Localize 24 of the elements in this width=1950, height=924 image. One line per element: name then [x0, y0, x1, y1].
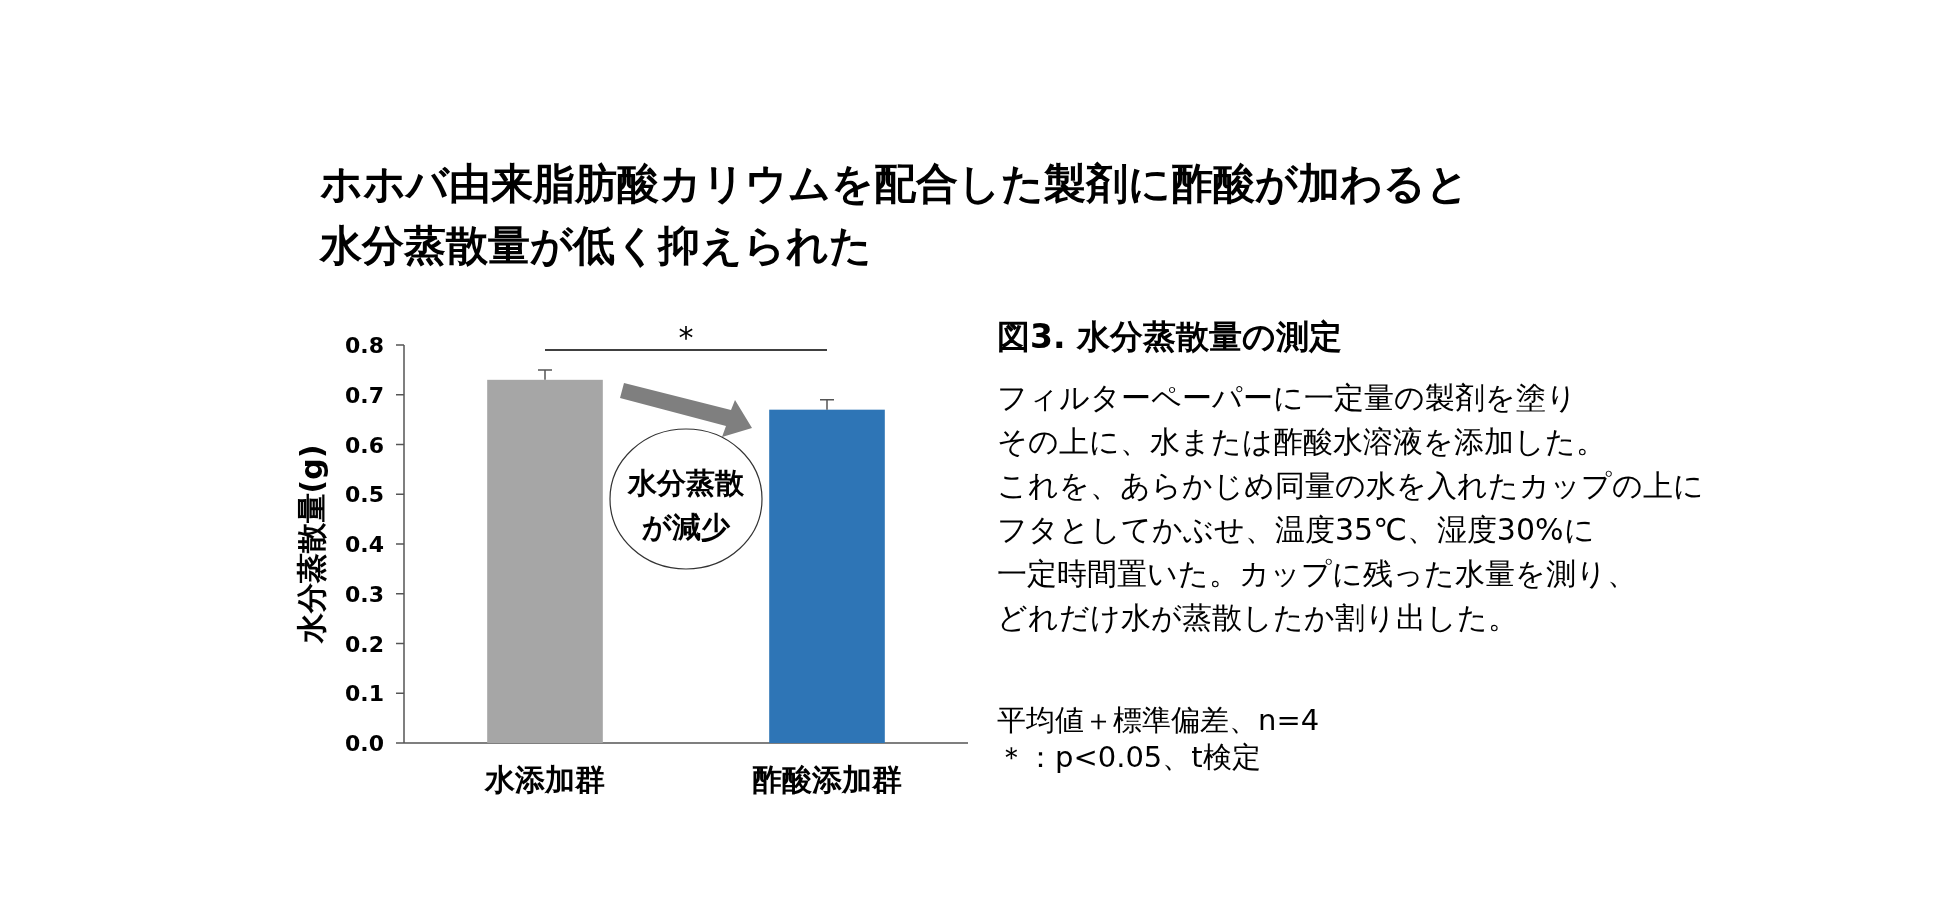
- chart-title: ホホバ由来脂肪酸カリウムを配合した製剤に酢酸が加わると水分蒸散量が低く抑えられた: [318, 159, 1469, 270]
- y-tick-label: 0.5: [345, 482, 384, 508]
- annotation: *: [678, 320, 694, 355]
- y-tick-label: 0.0: [345, 731, 384, 756]
- y-tick-label: 0.7: [345, 382, 384, 408]
- y-axis-title: 水分蒸散量(g): [294, 444, 329, 645]
- y-tick-label: 0.1: [345, 681, 384, 707]
- text: その上に、水または酢酸水溶液を添加した。: [997, 424, 1606, 459]
- text: 図3. 水分蒸散量の測定: [997, 317, 1342, 356]
- text: フタとしてかぶせ、温度35℃、湿度30%に: [997, 512, 1595, 547]
- text: フィルターペーパーに一定量の製剤を塗り: [997, 380, 1577, 415]
- y-tick-label: 0.6: [345, 432, 384, 458]
- annotation: 水分蒸散が減少: [627, 466, 745, 544]
- x-tick-label: 酢酸添加群: [752, 762, 902, 797]
- y-tick-label: 0.8: [345, 333, 384, 358]
- text: これを、あらかじめ同量の水を入れたカップの上に: [997, 468, 1704, 503]
- text: 一定時間置いた。カップに残った水量を測り、: [997, 556, 1637, 591]
- text: どれだけ水が蒸散したか割り出した。: [997, 600, 1518, 635]
- text: 平均値＋標準偏差、n=4: [997, 703, 1320, 737]
- y-tick-label: 0.4: [345, 532, 384, 557]
- text: ＊：p<0.05、t検定: [997, 740, 1261, 774]
- x-tick-label: 水添加群: [484, 762, 605, 797]
- y-tick-label: 0.2: [345, 631, 384, 657]
- y-tick-label: 0.3: [345, 581, 384, 607]
